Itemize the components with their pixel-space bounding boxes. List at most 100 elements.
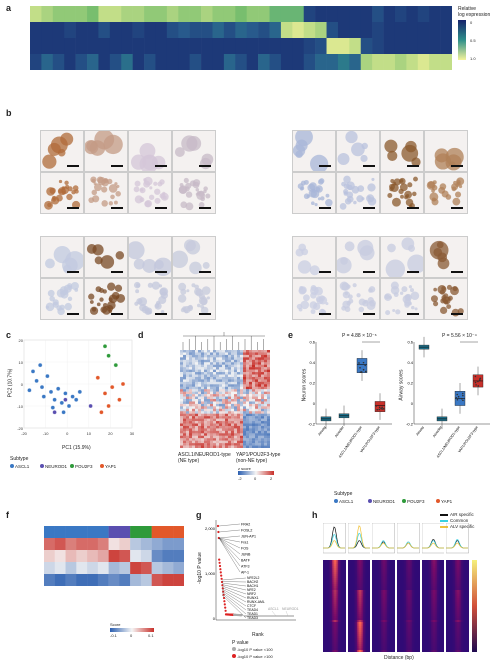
profile-plot (421, 522, 445, 560)
heatmap-cell (292, 54, 305, 70)
airway-pval: P = 5.56 × 10⁻⁴ (442, 333, 477, 339)
heatmap-cell (64, 38, 76, 54)
micrograph-tile (40, 236, 84, 278)
heatmap-cell (178, 38, 190, 54)
cat-label: YAP1/POU2F3-type (359, 425, 381, 453)
panel-b-micrographs (0, 110, 498, 324)
y-tick: 0 (21, 382, 24, 387)
micrograph-tile (84, 278, 128, 320)
heatmap-cell (429, 54, 441, 70)
heatmap-cell (258, 6, 270, 22)
legend-label: ALV specific (450, 524, 475, 529)
rank-xlabel: Rank (252, 632, 264, 638)
subtype-legend-title: Subtype (10, 456, 29, 462)
heatmap-cell (394, 22, 407, 38)
pval-legend: -log10 P value <100 -log10 P value >100 (232, 647, 322, 663)
heatmap-cell (41, 38, 54, 54)
heatmap-cell (394, 54, 407, 70)
heatmap-cell (178, 22, 190, 38)
y-tick: 0 (411, 401, 414, 406)
heatmap-cell (258, 22, 270, 38)
heatmap-cell (52, 54, 65, 70)
legend-item: Common (440, 518, 468, 523)
heatmap-cell (326, 6, 339, 22)
pval-legend-low: -log10 P value <100 (237, 647, 273, 652)
score-title: Score (110, 622, 121, 627)
x-tick: -20 (21, 431, 28, 436)
heatmap-cell (280, 6, 293, 22)
heatmap-cell (212, 6, 225, 22)
motif-label: NRF2 (247, 592, 256, 596)
heatmap-cell (87, 54, 99, 70)
panel-e-label: e (288, 330, 294, 340)
signal-heatmap (421, 560, 446, 657)
x-tick: 10 (87, 431, 92, 436)
panel-e-airway-box: 0.6 0.4 0.2 0 -0.2 Airway Alveolar ASCL1/NEUROD… (398, 332, 494, 462)
heatmap-cell (75, 38, 88, 54)
heatmap-cell (383, 6, 396, 22)
heatmap-cell (132, 6, 145, 22)
pca-point (56, 386, 61, 391)
heatmap-cell (280, 22, 293, 38)
y-tick: -0.2 (406, 422, 414, 427)
y-tick: 0.4 (309, 360, 315, 365)
panel-c-label: c (6, 330, 12, 340)
pca-point (63, 397, 68, 402)
micrograph-tile (40, 130, 84, 172)
panel-h-heatmaps (322, 560, 471, 653)
heatmap-cell (98, 6, 111, 22)
motif-label: Fra1 (241, 540, 248, 544)
micrograph-tile (424, 278, 468, 320)
legend-dot (368, 499, 372, 503)
profile-plot (446, 522, 470, 560)
y-tick: 0 (213, 616, 216, 621)
cat-label: Airway (317, 425, 327, 436)
micrograph-tile (336, 236, 380, 278)
legend-dot (100, 464, 104, 468)
heatmap-cell (417, 22, 430, 38)
micrograph-tile (40, 172, 84, 214)
heatmap-cell (246, 54, 259, 70)
heatmap-cell (394, 38, 407, 54)
pca-point (63, 391, 68, 396)
y-tick: 2,000 (205, 526, 216, 531)
pca-point (30, 369, 36, 374)
pca-point (77, 389, 82, 395)
pval-legend-title: P value (232, 640, 249, 646)
legend-dot (402, 499, 406, 503)
micrograph-tile (424, 130, 468, 172)
heatmap-cell (30, 22, 42, 38)
micrograph-tile (424, 236, 468, 278)
heatmap-cell (121, 22, 133, 38)
motif-label: BACH1 (247, 584, 258, 588)
heatmap-cell (360, 54, 373, 70)
legend-item: NEUROD1 (368, 499, 395, 504)
heatmap-cell (372, 6, 384, 22)
heatmap-cell (155, 22, 168, 38)
pca-point (74, 397, 79, 402)
panel-f-col-labels (44, 588, 184, 620)
motif-label: FRA2 (241, 522, 250, 526)
legend-label: ASCL1 (15, 464, 30, 469)
micrograph-tile (172, 278, 216, 320)
micrograph-tile (292, 130, 336, 172)
heatmap-cell (429, 38, 441, 54)
heatmap-cell (30, 54, 42, 70)
neuron-pval: P = 4.88 × 10⁻⁶ (342, 333, 377, 339)
heatmap-cell (144, 38, 156, 54)
heatmap-cell (360, 6, 373, 22)
heatmap-cell (155, 54, 168, 70)
pca-point (52, 410, 57, 415)
heatmap-cell (258, 38, 270, 54)
heatmap-cell (87, 38, 99, 54)
signal-heatmap (347, 560, 372, 657)
panel-d-label: d (138, 330, 144, 340)
heatmap-cell (235, 38, 248, 54)
motif-label: TEAD4 (247, 608, 258, 612)
heatmap-cell (189, 38, 202, 54)
legend-label: POU2F3 (407, 499, 425, 504)
heatmap-cell (30, 6, 42, 22)
legend-label: YAP1 (105, 464, 117, 469)
heatmap-cell (52, 38, 65, 54)
z-max: 2 (270, 476, 273, 481)
